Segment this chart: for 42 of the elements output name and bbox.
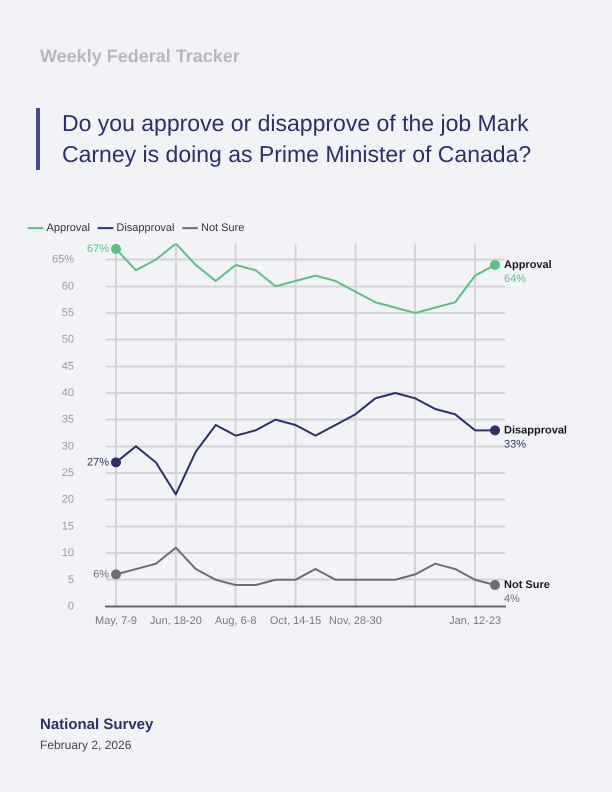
x-tick-label: Nov, 28-30 xyxy=(328,615,382,628)
y-tick-label: 35 xyxy=(62,414,74,426)
text: Disapproval xyxy=(504,424,567,436)
y-tick-label: 5 xyxy=(68,574,74,586)
data-label: 4% xyxy=(504,593,520,606)
y-tick-label: 40 xyxy=(62,387,74,400)
y-tick-label: 20 xyxy=(62,494,74,506)
point xyxy=(110,569,121,580)
y-tick-label: 10 xyxy=(62,547,74,560)
legend-label: Not Sure xyxy=(201,222,244,234)
text: National Survey xyxy=(40,716,154,733)
y-tick-label: 65% xyxy=(52,254,74,266)
text: February 2, 2026 xyxy=(40,738,132,752)
y-tick-label: 25 xyxy=(62,467,74,480)
y-tick-label: 45 xyxy=(62,360,74,372)
point xyxy=(110,457,121,468)
point xyxy=(110,244,121,254)
x-tick-label: Jan, 12-23 xyxy=(449,615,502,628)
y-tick-label: 0 xyxy=(68,600,74,612)
x-tick-label: Aug, 6-8 xyxy=(214,615,256,628)
point xyxy=(490,425,500,436)
data-label: 6% xyxy=(93,568,110,580)
data-label: 64% xyxy=(504,272,526,285)
chart-title: Do you approve or disapprove of the job Mark Carney is doing as Prime Minister of Canada? xyxy=(36,108,592,170)
data-label: 27% xyxy=(86,456,110,468)
point xyxy=(490,260,500,270)
text: Not Sure xyxy=(504,579,550,592)
y-tick-label: 60 xyxy=(62,280,74,292)
data-label: 67% xyxy=(86,242,110,255)
y-tick-label: 30 xyxy=(62,440,74,452)
chart-subtitle: Weekly Federal Tracker xyxy=(40,46,240,67)
legend-label: Disapproval xyxy=(116,222,175,234)
legend-label: Approval xyxy=(46,222,90,234)
data-label: 33% xyxy=(504,438,526,450)
x-tick-label: Oct, 14-15 xyxy=(270,615,322,628)
text: Approval xyxy=(504,258,552,271)
y-tick-label: 55 xyxy=(62,306,74,319)
x-tick-label: May, 7-9 xyxy=(95,615,137,628)
x-tick-label: Jun, 18-20 xyxy=(150,615,202,628)
y-tick-label: 15 xyxy=(62,520,74,532)
y-tick-label: 50 xyxy=(62,334,74,346)
point xyxy=(490,580,500,590)
